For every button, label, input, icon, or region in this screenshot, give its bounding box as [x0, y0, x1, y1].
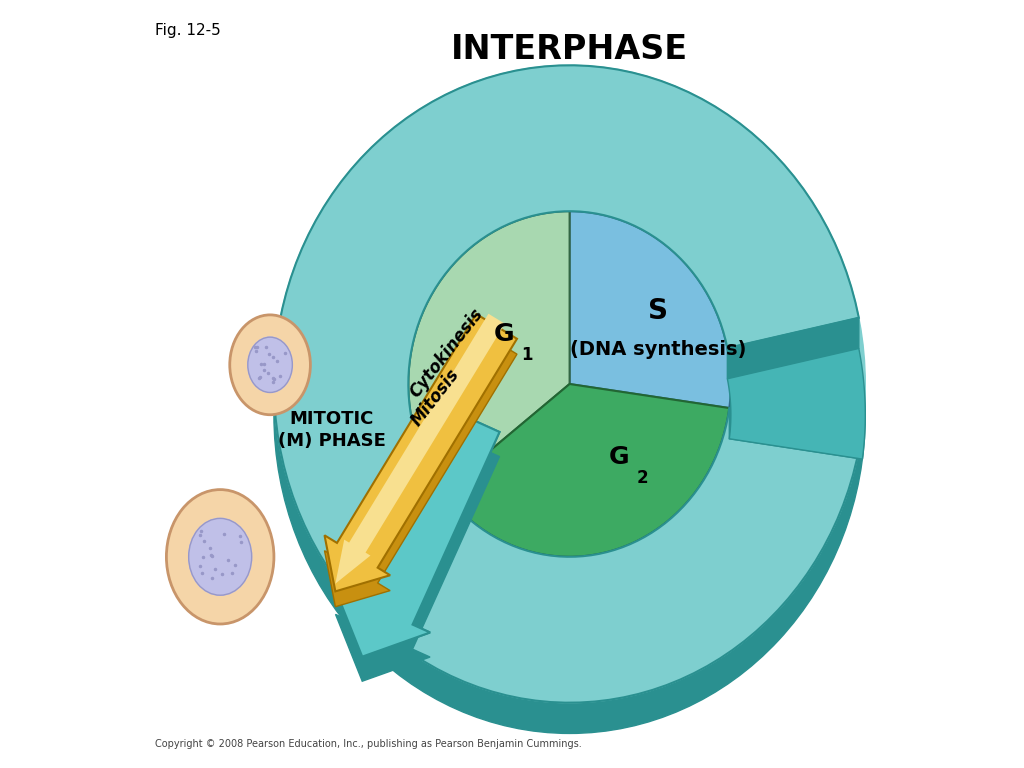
- Ellipse shape: [409, 211, 731, 557]
- Ellipse shape: [229, 315, 310, 415]
- Polygon shape: [727, 349, 865, 459]
- Ellipse shape: [273, 96, 865, 733]
- Text: 2: 2: [637, 468, 648, 487]
- Text: S: S: [648, 297, 668, 325]
- Polygon shape: [336, 406, 500, 657]
- Ellipse shape: [248, 337, 293, 392]
- Ellipse shape: [166, 490, 274, 624]
- Text: 1: 1: [521, 346, 534, 364]
- Text: Mitosis: Mitosis: [408, 365, 463, 429]
- Text: MITOTIC
(M) PHASE: MITOTIC (M) PHASE: [278, 410, 385, 450]
- Polygon shape: [569, 211, 731, 408]
- Text: G: G: [494, 322, 515, 346]
- Polygon shape: [727, 318, 859, 379]
- Polygon shape: [729, 408, 862, 459]
- Polygon shape: [336, 406, 500, 657]
- Polygon shape: [325, 314, 517, 591]
- Polygon shape: [336, 314, 505, 584]
- Polygon shape: [274, 65, 862, 703]
- Text: Copyright © 2008 Pearson Education, Inc., publishing as Pearson Benjamin Cumming: Copyright © 2008 Pearson Education, Inc.…: [155, 739, 582, 749]
- Polygon shape: [409, 211, 569, 491]
- Text: (DNA synthesis): (DNA synthesis): [569, 340, 746, 359]
- Ellipse shape: [273, 65, 865, 703]
- Ellipse shape: [417, 250, 723, 579]
- Text: Cytokinesis: Cytokinesis: [407, 305, 487, 402]
- Polygon shape: [442, 384, 729, 557]
- Ellipse shape: [188, 518, 252, 595]
- Text: Fig. 12-5: Fig. 12-5: [155, 23, 220, 38]
- Polygon shape: [336, 430, 500, 681]
- Text: INTERPHASE: INTERPHASE: [451, 34, 688, 66]
- Polygon shape: [325, 329, 517, 607]
- Text: G: G: [609, 445, 630, 469]
